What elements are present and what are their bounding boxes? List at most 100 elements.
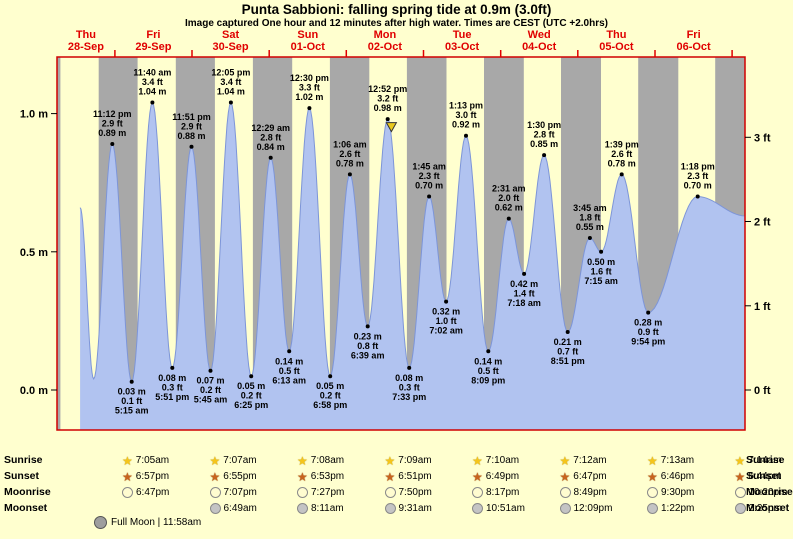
tide-extreme-label-line: 0.89 m: [98, 128, 126, 138]
day-label-weekday: Wed: [528, 29, 551, 41]
moonset-entry: 10:51am: [472, 502, 525, 515]
moonrise-time: 8:17pm: [486, 487, 520, 498]
tide-extreme-label-line: 0.05 m: [237, 381, 265, 391]
tide-extreme-label-line: 12:30 pm: [290, 73, 329, 83]
moonset-entry: 12:09pm: [559, 502, 612, 515]
sunset-time: 6:51pm: [398, 471, 432, 482]
moonset-entry: 8:11am: [297, 502, 344, 515]
tide-extreme-dot: [189, 144, 194, 149]
tide-extreme-label-line: 7:33 pm: [392, 392, 426, 402]
tide-extreme-label-line: 7:02 am: [429, 326, 463, 336]
y-axis-label-m: 1.0 m: [20, 109, 48, 121]
sunrise-star-icon: ★: [472, 453, 483, 468]
sunrise-time: 7:07am: [223, 455, 257, 466]
tide-extreme-label-line: 0.14 m: [275, 356, 303, 366]
tide-extreme-label: 1:45 am 2.3 ft 0.70 m: [412, 162, 446, 191]
tide-extreme-dot: [427, 194, 432, 199]
tide-extreme-label-line: 1:18 pm: [681, 162, 715, 172]
moonset-entry: 9:31am: [384, 502, 432, 515]
moonrise-entry: 8:49pm: [559, 486, 607, 499]
row-label-right-sunset: Sunset: [746, 470, 782, 482]
day-label-date: 04-Oct: [522, 41, 557, 53]
y-axis-label-m: 0.5 m: [20, 247, 48, 259]
tide-extreme-label-line: 0.42 m: [510, 279, 538, 289]
sunset-entry: ★ 6:55pm: [210, 470, 257, 483]
tide-extreme-label-line: 0.8 ft: [357, 341, 378, 351]
tide-extreme-label-line: 0.2 ft: [200, 385, 221, 395]
sunset-star-icon: ★: [122, 469, 133, 484]
tide-extreme-label: 0.21 m 0.7 ft 8:51 pm: [551, 337, 585, 366]
tide-extreme-label-line: 6:13 am: [272, 375, 306, 385]
y-axis-label-m: 0.0 m: [20, 385, 48, 397]
moonset-entry: 6:49am: [209, 502, 257, 515]
sunrise-star-icon: ★: [647, 453, 658, 468]
page-title: Punta Sabbioni: falling spring tide at 0…: [241, 2, 552, 17]
sunrise-time: 7:13am: [660, 455, 695, 466]
sunrise-time: 7:10am: [485, 455, 520, 466]
moonrise-time: 8:49pm: [573, 487, 607, 498]
sunset-time: 6:53pm: [310, 471, 345, 482]
sunset-time: 6:46pm: [660, 471, 695, 482]
sunset-time: 6:57pm: [135, 471, 170, 482]
tide-extreme-label-line: 0.70 m: [415, 181, 443, 191]
row-label-left-sunrise: Sunrise: [4, 454, 43, 466]
moonrise-entry: 9:30pm: [647, 486, 694, 499]
moonset-time: 10:51am: [486, 503, 525, 514]
row-label-left-moonrise: Moonrise: [4, 486, 51, 498]
tide-extreme-label: 0.08 m 0.3 ft 5:51 pm: [155, 373, 189, 402]
tide-extreme-dot: [646, 310, 651, 315]
sunset-star-icon: ★: [384, 469, 396, 484]
tide-extreme-label-line: 2.8 ft: [534, 130, 555, 140]
tide-extreme-label-line: 0.2 ft: [320, 391, 341, 401]
tide-extreme-dot: [695, 194, 700, 199]
moonset-circle-icon: [297, 503, 308, 514]
tide-extreme-label-line: 7:15 am: [584, 276, 618, 286]
tide-extreme-dot: [587, 236, 592, 240]
tide-extreme-label-line: 1:45 am: [412, 162, 446, 172]
tide-extreme-dot: [407, 365, 412, 370]
tide-extreme-label-line: 0.08 m: [395, 373, 423, 383]
tide-extreme-label-line: 0.78 m: [608, 158, 636, 168]
night-band: [57, 57, 61, 430]
tide-extreme-label-line: 1.4 ft: [514, 288, 535, 298]
tide-extreme-label: 0.14 m 0.5 ft 8:09 pm: [471, 356, 505, 385]
day-label-date: 05-Oct: [599, 41, 634, 53]
tide-extreme-dot: [385, 117, 390, 122]
tide-extreme-label-line: 5:15 am: [115, 406, 149, 416]
sunrise-star-icon: ★: [559, 453, 571, 468]
moonrise-circle-icon: [122, 487, 133, 498]
tide-extreme-label: 1:13 pm 3.0 ft 0.92 m: [449, 101, 483, 130]
tide-extreme-label: 0.32 m 1.0 ft 7:02 am: [429, 307, 463, 336]
tide-extreme-dot: [228, 100, 233, 105]
day-label-date: 28-Sep: [68, 41, 104, 53]
sunset-entry: ★ 6:51pm: [385, 470, 432, 483]
current-time-marker: [385, 122, 398, 133]
sunrise-star-icon: ★: [297, 453, 308, 468]
tide-extreme-label-line: 7:18 am: [507, 298, 541, 308]
full-moon-note: Full Moon | 11:58am: [94, 516, 201, 529]
moonset-time: 2:25pm: [748, 503, 782, 514]
moonrise-entry: 7:07pm: [209, 486, 257, 499]
tide-extreme-label-line: 11:12 pm: [93, 109, 132, 119]
moonrise-time: 10:20pm: [748, 487, 788, 498]
tide-extreme-dot: [208, 368, 213, 373]
day-label: Sun 01-Oct: [291, 29, 326, 53]
tide-extreme-label-line: 12:52 pm: [368, 84, 407, 94]
tide-extreme-label-line: 2.8 ft: [260, 132, 281, 142]
moonrise-circle-icon: [297, 487, 308, 498]
sunset-time: 6:49pm: [485, 471, 520, 482]
tide-extreme-dot: [565, 330, 570, 334]
day-label: Thu 05-Oct: [599, 29, 634, 53]
tide-extreme-label-line: 2.0 ft: [498, 193, 519, 203]
sunrise-entry: ★ 7:10am: [472, 454, 519, 467]
tide-extreme-label-line: 0.84 m: [257, 142, 285, 152]
tide-extreme-label-line: 1.04 m: [138, 87, 166, 97]
sunrise-entry: ★ 7:14am: [735, 454, 782, 467]
day-label: Wed 04-Oct: [522, 29, 557, 53]
sunset-star-icon: ★: [297, 469, 308, 484]
tide-extreme-label-line: 0.1 ft: [121, 396, 142, 406]
row-label-left-moonset: Moonset: [4, 502, 48, 514]
tide-extreme-label-line: 0.7 ft: [557, 347, 578, 357]
